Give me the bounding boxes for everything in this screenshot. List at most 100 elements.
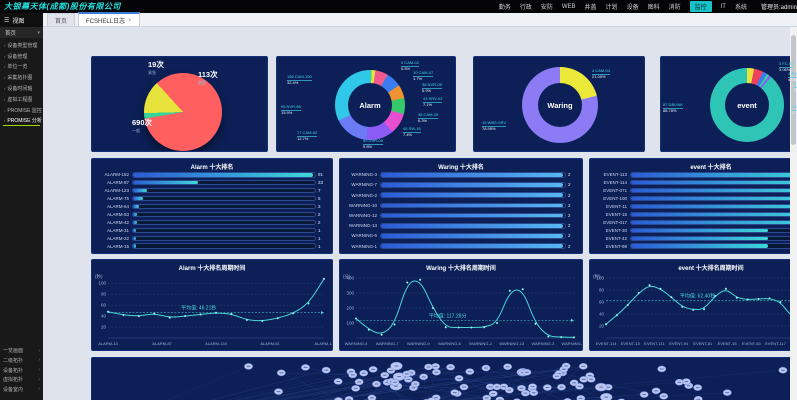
network-node[interactable] — [529, 389, 539, 397]
sidebar-item[interactable]: ▪ PROMISE 分析 — [0, 116, 43, 127]
network-node[interactable] — [481, 364, 491, 372]
bar-row[interactable]: WARNING-7 2 — [344, 182, 578, 188]
network-node[interactable] — [419, 373, 429, 381]
sidebar-item[interactable]: ▪ 采集拓扑图 — [0, 72, 43, 83]
network-node[interactable] — [351, 385, 361, 392]
network-node[interactable] — [427, 397, 436, 400]
network-node[interactable] — [778, 366, 788, 374]
bar-row[interactable]: WARNING-13 2 — [344, 223, 578, 229]
topnav-item-图科[interactable]: 图科 — [647, 5, 660, 11]
bar-row[interactable]: ALARM-64 3 — [96, 203, 328, 210]
network-node[interactable] — [380, 371, 390, 379]
sidebar-item[interactable]: ▪ 单位一览 — [0, 62, 43, 73]
network-node[interactable] — [344, 396, 354, 400]
bar-row[interactable]: EVENT-423 — [594, 235, 797, 241]
sidebar-bottom-item[interactable]: 虚拟拓扑 › — [0, 375, 43, 385]
network-node[interactable] — [522, 368, 532, 376]
network-node[interactable] — [542, 384, 552, 391]
network-node[interactable] — [561, 362, 571, 370]
network-node[interactable] — [528, 383, 537, 390]
topnav-item-行政[interactable]: 行政 — [519, 5, 532, 11]
topnav-item-设备[interactable]: 设备 — [626, 5, 639, 11]
bar-row[interactable]: EVENT-114 — [594, 203, 797, 210]
bar-row[interactable]: ALARM-53 2 — [96, 211, 328, 218]
bar-row[interactable]: ALARM-75 5 — [96, 195, 328, 202]
network-node[interactable] — [244, 363, 253, 370]
sidebar-item[interactable]: ▪ 设备管理 — [0, 51, 43, 62]
sidebar-bottom-item[interactable]: 一览画面 › — [0, 346, 43, 356]
topnav-item-消防[interactable]: 消防 — [668, 5, 681, 11]
network-node[interactable] — [367, 394, 377, 400]
topnav-item-安防[interactable]: 安防 — [540, 5, 553, 11]
bar-row[interactable]: EVENT-0714 — [594, 187, 797, 194]
network-node[interactable] — [372, 380, 381, 388]
bar-row[interactable]: WARNING-1 2 — [344, 243, 578, 249]
bar-row[interactable]: EVENT-1004 — [594, 195, 797, 202]
bar-row[interactable]: WARNING-10 2 — [344, 202, 578, 209]
network-node[interactable] — [321, 366, 331, 374]
topnav-item-系统[interactable]: 系统 — [734, 5, 747, 11]
network-node[interactable] — [333, 378, 343, 385]
network-node[interactable] — [488, 390, 498, 397]
network-node[interactable] — [348, 371, 358, 379]
bar-row[interactable]: ALARM-31 1 — [96, 227, 328, 234]
network-node[interactable] — [402, 370, 412, 378]
network-node[interactable] — [517, 384, 526, 392]
sidebar-item[interactable]: ▪ 设备时间轴 — [0, 83, 43, 94]
sidebar-bottom-item[interactable]: 设备拓扑 › — [0, 365, 43, 375]
sidebar-bottom-item[interactable]: 设备室内 › — [0, 384, 43, 394]
bar-row[interactable]: ALARM-15 1 — [96, 243, 328, 249]
network-node[interactable] — [575, 383, 584, 390]
sidebar-bottom-item[interactable]: 二级拓扑 › — [0, 356, 43, 366]
network-node[interactable] — [639, 391, 649, 398]
network-node[interactable] — [578, 363, 588, 370]
network-node[interactable] — [659, 392, 669, 400]
topnav-item-IT[interactable]: IT — [720, 3, 726, 10]
network-node[interactable] — [392, 372, 406, 381]
network-node[interactable] — [276, 369, 286, 377]
bar-row[interactable]: EVENT-983 — [594, 243, 797, 249]
sidebar-item[interactable]: ▪ 虚拟工程图 — [0, 94, 43, 105]
network-node[interactable] — [459, 383, 469, 391]
network-node[interactable] — [600, 392, 613, 400]
bar-row[interactable]: ALARM-123 7 — [96, 187, 328, 194]
bar-row[interactable]: WARNING-2 2 — [344, 192, 578, 198]
network-node[interactable] — [681, 378, 691, 385]
bar-row[interactable]: ALARM-87 33 — [96, 179, 328, 186]
topnav-item-井盖[interactable]: 井盖 — [584, 5, 597, 11]
network-node[interactable] — [359, 369, 369, 377]
network-node[interactable] — [576, 395, 586, 400]
tab-home[interactable]: 首页 — [47, 13, 76, 26]
bar-row[interactable]: ALARM-22 1 — [96, 235, 328, 241]
topnav-item-计划[interactable]: 计划 — [605, 5, 618, 11]
network-node[interactable] — [368, 366, 378, 373]
network-node[interactable] — [431, 363, 440, 370]
network-node[interactable] — [403, 376, 413, 383]
network-node[interactable] — [446, 363, 455, 371]
sidebar-item[interactable]: ▪ PROMISE 监控 — [0, 105, 43, 116]
network-node[interactable] — [521, 389, 530, 397]
network-node[interactable] — [594, 382, 608, 392]
bar-row[interactable]: EVENT-1134 — [594, 172, 797, 178]
network-node[interactable] — [579, 376, 589, 383]
network-node[interactable] — [482, 394, 492, 400]
sidebar-item[interactable]: ▪ 设备类型管理 — [0, 40, 43, 51]
network-node[interactable] — [274, 388, 283, 395]
topology-network-panel[interactable] — [91, 357, 797, 400]
network-node[interactable] — [390, 378, 400, 386]
bar-row[interactable]: ALARM-42 2 — [96, 219, 328, 226]
network-node[interactable] — [390, 361, 403, 371]
topnav-item-WEB[interactable]: WEB — [561, 3, 576, 10]
bar-row[interactable]: WARNING-5 2 — [344, 233, 578, 239]
network-node[interactable] — [693, 395, 703, 400]
network-node[interactable] — [503, 363, 513, 371]
network-node[interactable] — [354, 378, 364, 386]
network-node[interactable] — [424, 363, 433, 371]
network-node[interactable] — [301, 364, 310, 371]
network-node[interactable] — [693, 384, 703, 391]
network-node[interactable] — [432, 368, 441, 376]
scrollbar-thumb[interactable] — [791, 35, 796, 145]
network-node[interactable] — [586, 375, 596, 383]
network-node[interactable] — [410, 380, 420, 388]
bar-row[interactable]: EVENT-1144 — [594, 179, 797, 186]
